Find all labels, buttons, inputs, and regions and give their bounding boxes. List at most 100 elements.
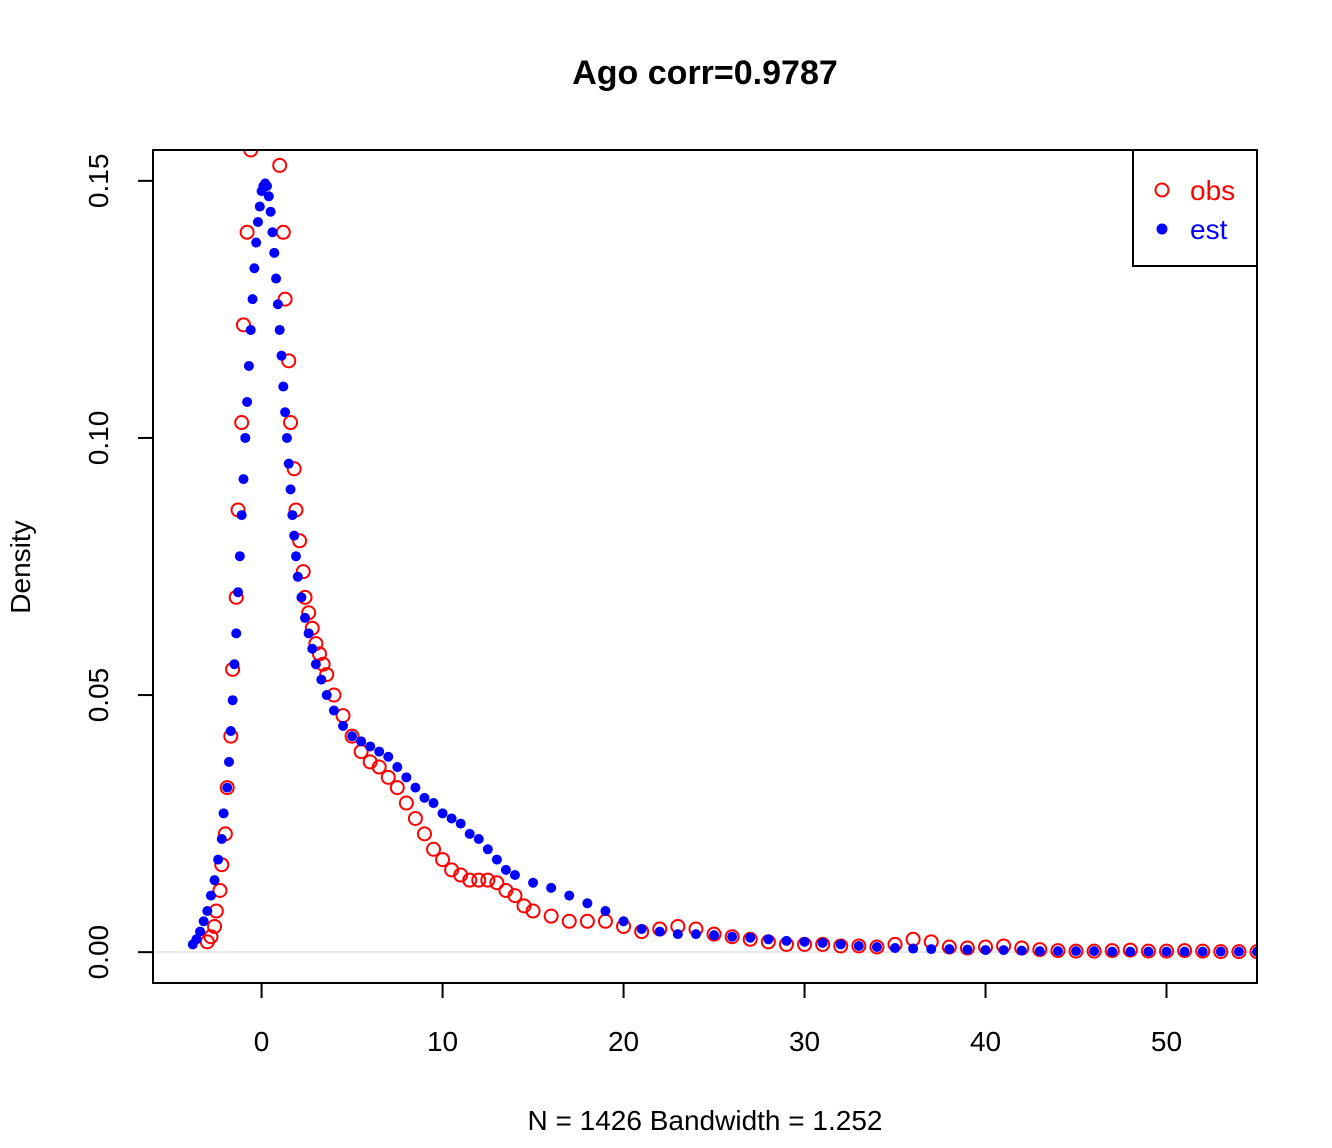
data-point-obs-19 [281,353,297,369]
data-point-obs-16 [272,157,288,173]
data-point-est-3 [198,916,209,927]
x-tick-label-1: 10 [427,1026,458,1057]
data-point-est-68 [428,798,439,809]
data-point-est-51 [300,612,311,623]
data-point-est-93 [799,936,810,947]
data-point-obs-48 [471,872,487,888]
data-point-est-113 [1161,946,1172,957]
data-point-obs-50 [489,875,505,891]
data-point-est-19 [238,474,249,485]
data-point-obs-44 [435,852,451,868]
y-tick-label-0: 0.00 [83,925,114,980]
data-point-obs-38 [380,769,396,785]
data-point-est-72 [464,828,475,839]
data-point-est-89 [727,931,738,942]
data-point-est-92 [781,935,792,946]
series-layer [187,150,1257,960]
data-point-obs-31 [319,666,335,682]
data-point-obs-86 [1104,943,1120,959]
data-point-est-47 [289,530,300,541]
x-tick-label-3: 30 [789,1026,820,1057]
data-point-obs-20 [283,415,299,431]
data-point-est-67 [419,792,430,803]
data-point-est-56 [321,690,332,701]
data-point-est-20 [240,432,251,443]
data-point-est-97 [871,942,882,953]
x-axis-label: N = 1426 Bandwidth = 1.252 [528,1105,883,1136]
data-point-obs-56 [561,913,577,929]
data-point-est-52 [303,628,314,639]
data-point-est-78 [528,877,539,888]
data-point-est-7 [213,854,224,865]
data-point-est-96 [853,940,864,951]
data-point-obs-34 [344,728,360,744]
data-point-est-1 [191,934,202,945]
data-point-obs-89 [1159,943,1175,959]
data-point-est-69 [437,808,448,819]
data-point-obs-57 [579,913,595,929]
data-point-obs-29 [312,646,328,662]
legend-marker-obs [1154,182,1170,198]
data-point-obs-65 [724,929,740,945]
data-point-obs-93 [1231,944,1247,960]
data-point-obs-40 [398,795,414,811]
y-tick-label-2: 0.10 [83,411,114,466]
data-point-obs-4 [212,882,228,898]
data-point-obs-18 [277,291,293,307]
data-point-est-26 [251,237,262,248]
data-point-est-91 [763,934,774,945]
data-point-obs-64 [706,926,722,942]
data-point-obs-52 [507,888,523,904]
data-point-obs-15 [243,150,259,158]
data-point-est-45 [285,484,296,495]
data-point-est-10 [222,782,233,793]
series-obs [199,150,1257,960]
data-point-est-48 [290,551,301,562]
data-point-obs-54 [525,903,541,919]
data-point-obs-17 [275,224,291,240]
data-point-est-12 [225,726,236,737]
data-point-est-108 [1071,946,1082,957]
data-point-obs-12 [234,415,250,431]
data-point-est-23 [245,324,256,335]
data-point-est-80 [564,890,575,901]
data-point-est-6 [209,875,220,886]
data-point-obs-37 [371,759,387,775]
data-point-est-34 [265,206,276,217]
data-point-est-114 [1179,946,1190,957]
data-point-est-4 [202,906,213,917]
y-axis-label: Density [5,520,36,613]
data-point-est-17 [234,551,245,562]
data-point-est-111 [1125,946,1136,957]
data-point-est-94 [817,937,828,948]
data-point-est-15 [231,628,242,639]
data-point-est-13 [227,695,238,706]
data-point-est-84 [636,924,647,935]
data-point-obs-14 [239,224,255,240]
data-point-obs-1 [203,929,219,945]
data-point-obs-42 [416,826,432,842]
data-point-est-86 [672,929,683,940]
data-point-est-28 [254,201,265,212]
data-point-est-64 [392,762,403,773]
data-point-obs-90 [1177,943,1193,959]
data-point-obs-41 [407,810,423,826]
data-point-est-102 [962,944,973,955]
data-point-est-112 [1143,946,1154,957]
data-point-obs-23 [292,533,308,549]
data-point-est-22 [243,360,254,371]
data-point-obs-13 [235,317,251,333]
data-point-est-44 [283,458,294,469]
data-point-est-104 [998,945,1009,956]
data-point-est-83 [618,916,629,927]
data-point-est-36 [269,247,280,258]
data-point-est-60 [356,736,367,747]
data-point-obs-83 [1050,943,1066,959]
legend-box [1132,149,1258,267]
legend-marker-est [1156,223,1168,235]
data-point-obs-58 [597,913,613,929]
data-point-est-106 [1034,946,1045,957]
data-point-obs-85 [1086,943,1102,959]
data-point-est-76 [500,864,511,875]
data-point-obs-72 [851,938,867,954]
